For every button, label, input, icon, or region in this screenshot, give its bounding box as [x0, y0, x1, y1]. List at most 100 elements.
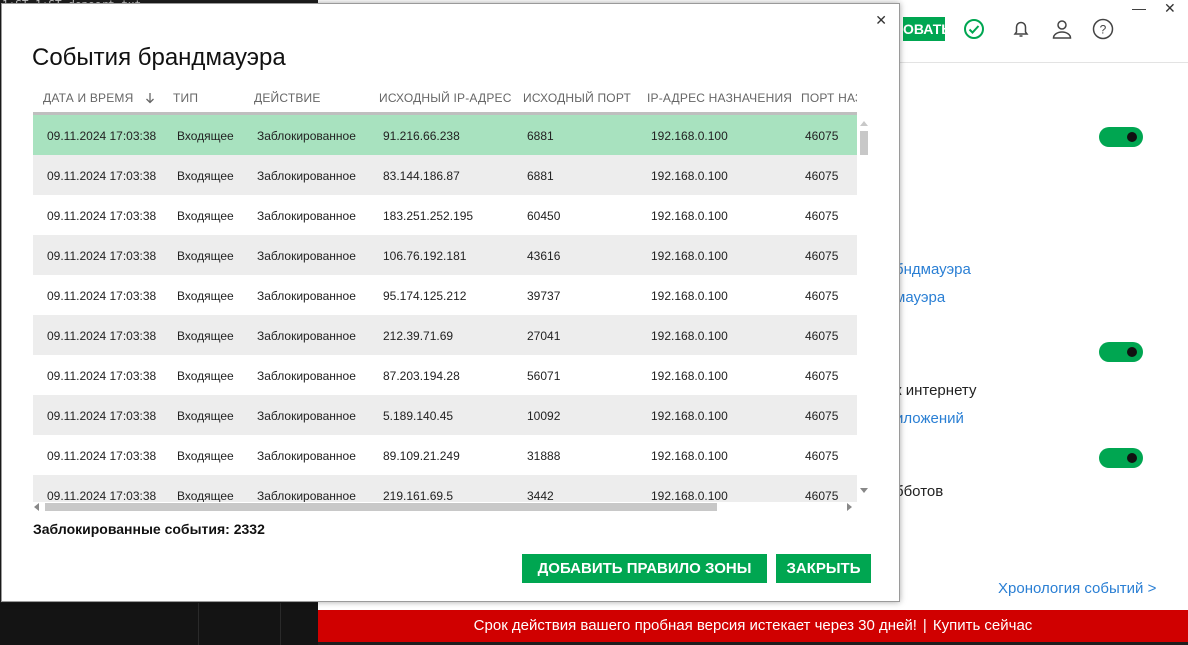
internet-toggle[interactable] [1099, 342, 1143, 362]
cell-source-ip: 5.189.140.45 [383, 409, 454, 423]
table-header: Дата и время Тип Действие Исходный IP-ад… [33, 82, 857, 115]
table-row[interactable]: 09.11.2024 17:03:38 Входящее Заблокированн… [33, 435, 857, 475]
scroll-right-icon[interactable] [845, 502, 853, 512]
column-header-datetime[interactable]: Дата и время [43, 91, 134, 105]
cell-dest-port: 46075 [805, 129, 839, 143]
table-row[interactable]: 09.11.2024 17:03:38 Входящее Заблокированн… [33, 195, 857, 235]
cell-type: Входящее [177, 249, 234, 263]
cell-type: Входящее [177, 169, 234, 183]
firewall-link-2[interactable]: мауэра [895, 289, 946, 306]
cell-datetime: 09.11.2024 17:03:38 [47, 129, 157, 143]
cell-source-port: 31888 [527, 449, 561, 463]
cell-type: Входящее [177, 449, 234, 463]
terminal-taskbar [0, 603, 318, 645]
cell-source-ip: 95.174.125.212 [383, 289, 467, 303]
cell-type: Входящее [177, 489, 234, 502]
column-header-action[interactable]: Действие [254, 91, 321, 105]
cell-dest-port: 46075 [805, 489, 839, 502]
cell-datetime: 09.11.2024 17:03:38 [47, 209, 157, 223]
cell-dest-ip: 192.168.0.100 [651, 129, 728, 143]
column-header-source-ip[interactable]: Исходный IP-адрес [379, 91, 512, 105]
cell-source-ip: 106.76.192.181 [383, 249, 467, 263]
vertical-scrollbar[interactable] [858, 119, 870, 499]
sort-down-icon[interactable] [145, 92, 155, 104]
cell-source-ip: 183.251.252.195 [383, 209, 474, 223]
cell-dest-port: 46075 [805, 409, 839, 423]
cell-dest-ip: 192.168.0.100 [651, 489, 728, 502]
cell-datetime: 09.11.2024 17:03:38 [47, 289, 157, 303]
cell-type: Входящее [177, 409, 234, 423]
table-row[interactable]: 09.11.2024 17:03:38 Входящее Заблокированн… [33, 155, 857, 195]
column-header-dest-port[interactable]: Порт наз [801, 91, 857, 105]
cell-dest-ip: 192.168.0.100 [651, 169, 728, 183]
blocked-events-count: Заблокированные события: 2332 [33, 521, 265, 537]
cell-source-port: 10092 [527, 409, 561, 423]
cell-dest-port: 46075 [805, 329, 839, 343]
window-close-icon[interactable]: ✕ [1164, 0, 1176, 16]
cell-source-ip: 83.144.186.87 [383, 169, 460, 183]
horizontal-scrollbar[interactable] [33, 500, 857, 514]
scroll-down-icon[interactable] [859, 487, 869, 495]
events-history-link[interactable]: Хронология событий > [998, 580, 1157, 597]
check-circle-icon[interactable] [963, 18, 985, 40]
buy-now-link[interactable]: Купить сейчас [932, 617, 1033, 634]
minimize-icon[interactable]: — [1132, 0, 1146, 16]
cell-dest-port: 46075 [805, 249, 839, 263]
table-row[interactable]: 09.11.2024 17:03:38 Входящее Заблокированн… [33, 355, 857, 395]
table-row[interactable]: 09.11.2024 17:03:38 Входящее Заблокированн… [33, 235, 857, 275]
banner-separator: | [922, 617, 927, 634]
dialog-title: События брандмауэра [32, 44, 286, 71]
cell-source-ip: 219.161.69.5 [383, 489, 454, 502]
cell-action: Заблокированное [257, 169, 356, 183]
cell-dest-ip: 192.168.0.100 [651, 449, 728, 463]
cell-action: Заблокированное [257, 449, 356, 463]
user-icon[interactable] [1051, 18, 1073, 40]
table-row[interactable]: 09.11.2024 17:03:38 Входящее Заблокированн… [33, 475, 857, 502]
cell-source-ip: 212.39.71.69 [383, 329, 454, 343]
column-header-source-port[interactable]: Исходный порт [523, 91, 632, 105]
cell-dest-ip: 192.168.0.100 [651, 249, 728, 263]
cell-action: Заблокированное [257, 289, 356, 303]
cell-dest-port: 46075 [805, 169, 839, 183]
horizontal-scroll-thumb[interactable] [45, 503, 717, 511]
cell-datetime: 09.11.2024 17:03:38 [47, 409, 157, 423]
cell-source-ip: 89.109.21.249 [383, 449, 460, 463]
help-icon[interactable]: ? [1092, 18, 1114, 40]
cell-source-port: 60450 [527, 209, 561, 223]
table-row[interactable]: 09.11.2024 17:03:38 Входящее Заблокированн… [33, 275, 857, 315]
apps-link[interactable]: иложений [895, 410, 964, 427]
events-table: Дата и время Тип Действие Исходный IP-ад… [33, 82, 857, 502]
cell-datetime: 09.11.2024 17:03:38 [47, 489, 157, 502]
table-row[interactable]: 09.11.2024 17:03:38 Входящее Заблокированн… [33, 115, 857, 155]
table-row[interactable]: 09.11.2024 17:03:38 Входящее Заблокированн… [33, 395, 857, 435]
cell-source-ip: 87.203.194.28 [383, 369, 460, 383]
cell-source-port: 3442 [527, 489, 554, 502]
cell-datetime: 09.11.2024 17:03:38 [47, 329, 157, 343]
cell-source-port: 6881 [527, 169, 554, 183]
firewall-toggle[interactable] [1099, 127, 1143, 147]
column-header-dest-ip[interactable]: IP-адрес назначения [647, 91, 793, 105]
cell-dest-port: 46075 [805, 209, 839, 223]
bell-icon[interactable] [1010, 18, 1032, 40]
column-header-type[interactable]: Тип [173, 91, 199, 105]
cell-type: Входящее [177, 369, 234, 383]
bots-text: бботов [895, 483, 944, 500]
table-row[interactable]: 09.11.2024 17:03:38 Входящее Заблокированн… [33, 315, 857, 355]
close-button[interactable]: ЗАКРЫТЬ [776, 554, 871, 583]
firewall-link-1[interactable]: бндмауэра [895, 261, 971, 278]
cell-type: Входящее [177, 289, 234, 303]
close-icon[interactable]: ✕ [875, 12, 887, 28]
scroll-up-icon[interactable] [859, 119, 869, 127]
bots-toggle[interactable] [1099, 448, 1143, 468]
cell-source-port: 6881 [527, 129, 554, 143]
cell-action: Заблокированное [257, 369, 356, 383]
vertical-scroll-thumb[interactable] [860, 131, 868, 155]
cell-source-port: 39737 [527, 289, 561, 303]
svg-text:?: ? [1100, 23, 1107, 37]
cell-datetime: 09.11.2024 17:03:38 [47, 249, 157, 263]
buy-button[interactable]: ОВАТЬ [903, 17, 951, 41]
add-zone-rule-button[interactable]: ДОБАВИТЬ ПРАВИЛО ЗОНЫ [522, 554, 767, 583]
scroll-left-icon[interactable] [33, 502, 41, 512]
cell-action: Заблокированное [257, 409, 356, 423]
cell-type: Входящее [177, 129, 234, 143]
